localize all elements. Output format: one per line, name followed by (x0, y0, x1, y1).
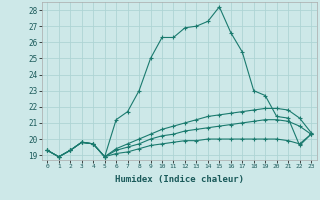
X-axis label: Humidex (Indice chaleur): Humidex (Indice chaleur) (115, 175, 244, 184)
